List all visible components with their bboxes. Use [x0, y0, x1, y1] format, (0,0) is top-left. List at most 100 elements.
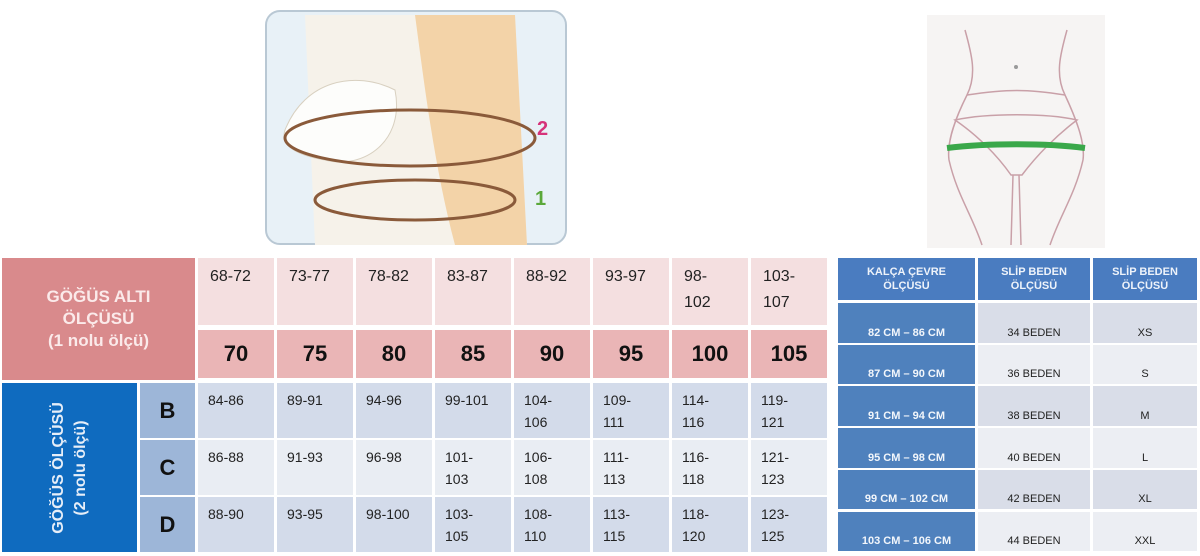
- cell-text: SLİP BEDEN: [1112, 266, 1178, 278]
- bust-range-cell: 93-95: [277, 497, 353, 552]
- cell-text: 88-92: [526, 268, 567, 285]
- brief-size-cell: S: [1093, 344, 1197, 385]
- cell-text: 108: [524, 471, 548, 487]
- cell-text: 121-: [761, 449, 790, 465]
- band-size-cell: 75: [277, 330, 353, 378]
- underbust-range-cell: 78-82: [356, 258, 432, 325]
- bust-range-cell: 98-100: [356, 497, 432, 552]
- hip-range-cell: 99 CM – 102 CM: [838, 469, 975, 510]
- underbust-range-cell: 88-92: [514, 258, 590, 325]
- cell-text: 116-: [682, 449, 709, 465]
- band-size-cell: 80: [356, 330, 432, 378]
- cell-text: 123: [761, 471, 785, 487]
- band-size-cell: 90: [514, 330, 590, 378]
- cell-text: 93-95: [287, 506, 323, 522]
- bust-range-cell: 101- 103: [435, 440, 511, 495]
- cell-text: 106: [524, 414, 548, 430]
- cell-text: 96-98: [366, 449, 402, 465]
- cell-text: 114-: [682, 392, 709, 408]
- underbust-header-line: (1 nolu ölçü): [47, 331, 150, 350]
- cell-text: 116: [682, 414, 705, 430]
- cell-text: 121: [761, 414, 785, 430]
- cell-text: 108-: [524, 506, 553, 522]
- cell-text: 106-: [524, 449, 553, 465]
- cell-text: 104-: [524, 392, 553, 408]
- bust-range-cell: 103- 105: [435, 497, 511, 552]
- hip-range-cell: 95 CM – 98 CM: [838, 428, 975, 468]
- measurement-label-1: 1: [535, 188, 546, 210]
- underbust-range-cell: 93-97: [593, 258, 669, 325]
- cell-text: 113-: [603, 506, 630, 522]
- cell-text: 103-: [445, 506, 474, 522]
- cell-text: 103-: [763, 268, 796, 285]
- bust-range-cell: 119- 121: [751, 383, 827, 438]
- cell-text: 118-: [682, 506, 709, 522]
- bust-range-cell: 108- 110: [514, 497, 590, 552]
- bust-range-cell: 123- 125: [751, 497, 827, 552]
- brief-size-cell: 40 BEDEN: [978, 428, 1090, 468]
- cell-text: 119-: [761, 392, 788, 408]
- cell-text: 84-86: [208, 392, 244, 408]
- cell-text: 78-82: [368, 268, 409, 285]
- cell-text: 110: [524, 528, 547, 544]
- cell-text: 115: [603, 528, 626, 544]
- brief-table-header: SLİP BEDEN ÖLÇÜSÜ: [1093, 258, 1197, 300]
- cell-text: 89-91: [287, 392, 323, 408]
- bust-range-cell: 111- 113: [593, 440, 669, 495]
- cell-text: 88-90: [208, 506, 244, 522]
- cell-text: 94-96: [366, 392, 402, 408]
- bust-range-cell: 106- 108: [514, 440, 590, 495]
- cell-text: ÖLÇÜSÜ: [1010, 280, 1058, 292]
- cell-text: 123-: [761, 506, 790, 522]
- bust-range-cell: 91-93: [277, 440, 353, 495]
- bust-range-cell: 89-91: [277, 383, 353, 438]
- bust-measurement-illustration: 2 1: [265, 10, 567, 245]
- brief-size-cell: 34 BEDEN: [978, 303, 1090, 343]
- cell-text: 102: [684, 294, 711, 311]
- cell-text: 111-: [603, 449, 629, 465]
- bust-range-cell: 99-101: [435, 383, 511, 438]
- cup-letter-c: C: [140, 440, 195, 495]
- band-size-cell: 105: [751, 330, 827, 378]
- underbust-header: GÖĞÜS ALTI ÖLÇÜSÜ (1 nolu ölçü): [2, 258, 195, 380]
- cell-text: 118: [682, 471, 705, 487]
- brief-size-cell: XL: [1093, 469, 1197, 510]
- cup-letter-d: D: [140, 497, 195, 552]
- cell-text: 101-: [445, 449, 474, 465]
- cell-text: 86-88: [208, 449, 244, 465]
- underbust-range-cell: 103- 107: [751, 258, 827, 325]
- cell-text: 68-72: [210, 268, 251, 285]
- hip-measurement-illustration: [927, 15, 1105, 248]
- cell-text: 111: [603, 414, 625, 430]
- band-size-cell: 70: [198, 330, 274, 378]
- bust-range-cell: 114- 116: [672, 383, 748, 438]
- cell-text: 98-: [684, 268, 708, 285]
- underbust-header-line: GÖĞÜS ALTI: [46, 287, 151, 306]
- cell-text: 105: [445, 528, 469, 544]
- brief-size-cell: 38 BEDEN: [978, 386, 1090, 426]
- cell-text: 91-93: [287, 449, 323, 465]
- bust-range-cell: 86-88: [198, 440, 274, 495]
- band-size-cell: 95: [593, 330, 669, 378]
- cell-text: 125: [761, 528, 785, 544]
- underbust-range-cell: 98- 102: [672, 258, 748, 325]
- brief-size-cell: L: [1093, 428, 1197, 468]
- bust-range-cell: 113- 115: [593, 497, 669, 552]
- bust-header: GÖĞÜS ÖLÇÜSÜ (2 nolu ölçü): [2, 383, 137, 552]
- cup-letter-b: B: [140, 383, 195, 438]
- cell-text: 73-77: [289, 268, 330, 285]
- cell-text: 107: [763, 294, 790, 311]
- underbust-range-cell: 73-77: [277, 258, 353, 325]
- bust-range-cell: 109- 111: [593, 383, 669, 438]
- bust-range-cell: 121- 123: [751, 440, 827, 495]
- hip-range-cell: 103 CM – 106 CM: [838, 511, 975, 551]
- cell-text: 98-100: [366, 506, 410, 522]
- bust-header-line: (2 nolu ölçü): [71, 419, 89, 516]
- bust-range-cell: 94-96: [356, 383, 432, 438]
- bust-range-cell: 96-98: [356, 440, 432, 495]
- brief-size-cell: XXL: [1093, 511, 1197, 551]
- bust-range-cell: 84-86: [198, 383, 274, 438]
- underbust-range-cell: 68-72: [198, 258, 274, 325]
- cell-text: SLİP BEDEN: [1001, 266, 1067, 278]
- cell-text: 109-: [603, 392, 632, 408]
